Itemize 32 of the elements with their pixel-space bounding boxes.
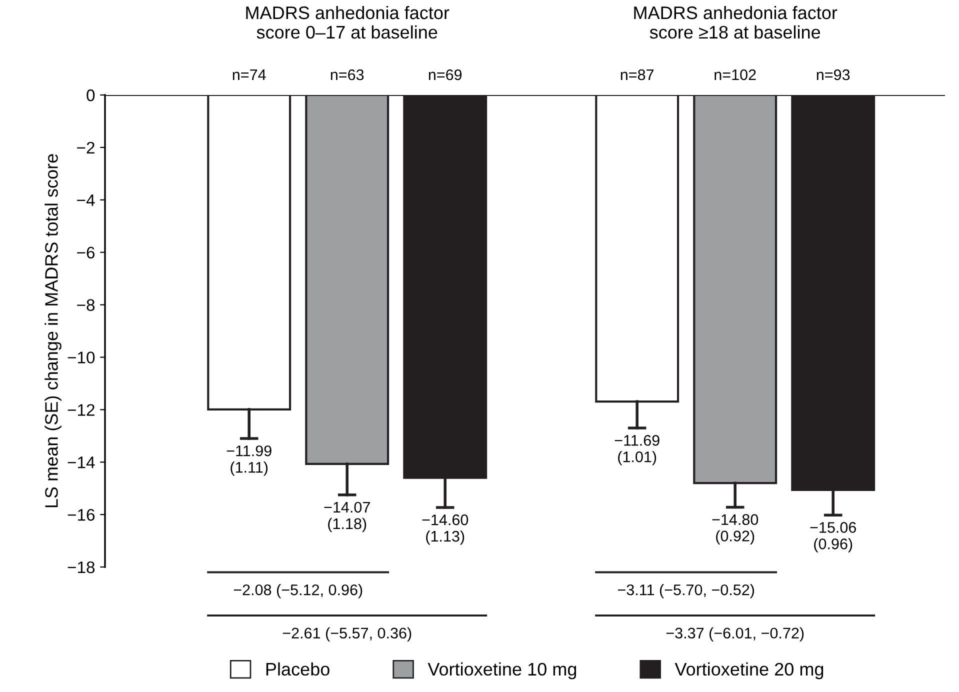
y-tick-label: −16 (68, 508, 95, 521)
y-tick-label: −8 (77, 299, 95, 311)
y-axis-title: LS mean (SE) change in MADRS total score (44, 154, 62, 508)
y-tick-label: −6 (77, 246, 95, 259)
legend-label: Placebo (266, 662, 330, 676)
x-tick-label: MADRS anhedonia factor score 0–17 at baseline (246, 6, 450, 39)
y-tick-label: 0 (86, 89, 95, 102)
text: −3.11 (−5.70, −0.52) (618, 584, 754, 598)
y-tick-label: −12 (68, 404, 94, 416)
text: −2.61 (−5.57, 0.36) (282, 627, 412, 642)
text: n=93 (816, 69, 850, 80)
legend-label: Vortioxetine 20 mg (674, 662, 824, 680)
x-tick-label: MADRS anhedonia factor score ≥18 at baseline (634, 6, 838, 39)
data-label: −11.69 (1.01) (614, 434, 660, 466)
data-label: −14.80 (0.92) (712, 514, 758, 544)
data-label: −15.06 (0.96) (810, 522, 856, 552)
y-tick-label: −14 (68, 456, 95, 468)
y-tick-label: −10 (68, 352, 95, 364)
text: −3.37 (−6.01, −0.72) (666, 627, 804, 642)
y-tick-label: −18 (68, 561, 95, 574)
data-label: −14.07 (1.18) (324, 502, 370, 532)
y-tick-label: −2 (77, 142, 94, 154)
legend-label: Vortioxetine 10 mg (428, 662, 576, 680)
text: n=74 (232, 70, 266, 80)
data-label: −11.99 (1.11) (226, 445, 272, 476)
text: n=87 (620, 69, 654, 80)
text: n=102 (714, 69, 756, 80)
text: −2.08 (−5.12, 0.96) (234, 584, 362, 598)
y-tick-label: −4 (77, 194, 95, 206)
data-label: −14.60 (1.13) (422, 514, 468, 545)
text: n=69 (428, 69, 462, 80)
text: n=63 (330, 69, 364, 80)
